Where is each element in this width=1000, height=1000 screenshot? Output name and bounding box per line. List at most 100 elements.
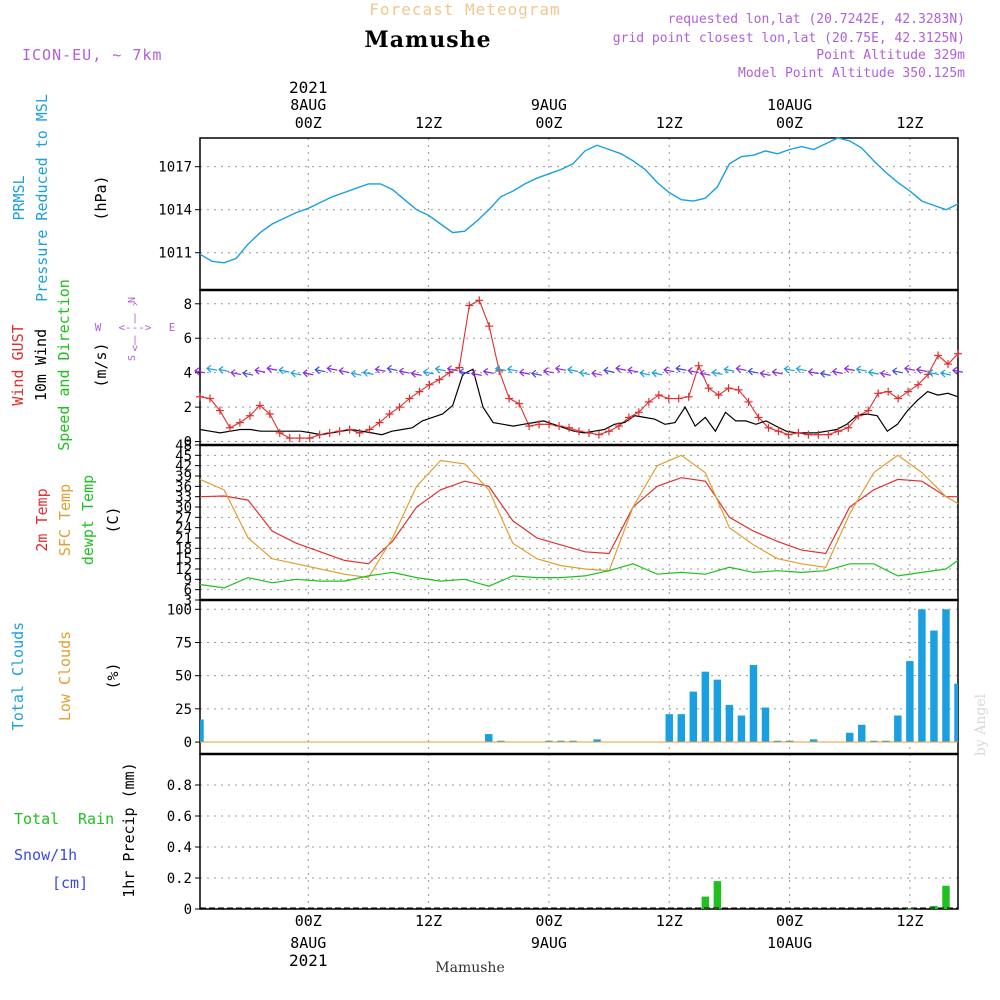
gust-marker xyxy=(834,427,843,436)
gust-marker xyxy=(894,394,903,403)
wind-direction-arrow xyxy=(735,364,747,373)
wind-axis-label: Wind GUST xyxy=(9,324,27,405)
wind-direction-arrow xyxy=(302,369,314,378)
requested-coords: requested lon,lat (20.7242E, 42.3283N) xyxy=(668,12,965,27)
gust-marker xyxy=(385,410,394,418)
wind-direction-arrow xyxy=(663,366,675,375)
gust-marker xyxy=(694,361,703,370)
wind-direction-arrow xyxy=(278,366,290,375)
temp-ytick-label: 33 xyxy=(175,490,192,506)
wind-direction-arrow xyxy=(699,369,711,378)
gust-marker xyxy=(784,430,793,439)
precip-rain-label: Rain xyxy=(78,810,114,828)
clouds-panel: 0 25 50 75 100 xyxy=(167,599,959,755)
footer-station: Mamushe xyxy=(435,960,504,976)
bottom-time-label: 12Z xyxy=(415,912,442,930)
top-time-label: 12Z xyxy=(896,114,923,132)
wind-direction-arrow xyxy=(374,365,386,374)
total-clouds-bar xyxy=(918,609,926,743)
total-clouds-bar xyxy=(200,719,204,743)
total-clouds-bar xyxy=(845,732,854,743)
station-title: Mamushe xyxy=(364,27,491,53)
compass-arrows-h: <---> xyxy=(118,321,151,334)
bottom-date-label: 10AUG xyxy=(767,934,812,952)
wind-direction-arrow xyxy=(422,368,434,377)
credit-label: by Angel xyxy=(973,693,989,756)
bottom-time-label: 00Z xyxy=(535,912,562,930)
total-clouds-bar xyxy=(665,714,673,743)
wind-direction-arrow xyxy=(555,364,567,373)
temp-ytick-label: 21 xyxy=(175,531,192,547)
gust-marker xyxy=(794,428,803,437)
gust-marker xyxy=(255,401,264,410)
wind-direction-arrow xyxy=(675,364,687,373)
rain-bar xyxy=(942,885,950,909)
wind-direction-arrow xyxy=(879,369,891,378)
rain-bar xyxy=(906,908,914,910)
wind-direction-arrow xyxy=(615,364,627,373)
gust-marker xyxy=(954,349,962,358)
total-clouds-bar xyxy=(677,714,685,743)
bottom-year-label: 2021 xyxy=(289,951,328,970)
wind-direction-arrow xyxy=(482,367,494,376)
temp-ytick-label: 27 xyxy=(175,510,192,526)
wind-direction-arrow xyxy=(446,365,458,374)
compass-caret-up: ^ xyxy=(132,302,138,313)
temp-dewpt-line xyxy=(199,559,959,589)
precip-ytick-label: 0.6 xyxy=(167,809,192,825)
wind-direction-arrow xyxy=(362,368,374,377)
wind-direction-arrow xyxy=(747,367,759,376)
clouds-ytick-label: 50 xyxy=(175,669,192,685)
top-time-label: 00Z xyxy=(535,114,562,132)
top-year-label: 2021 xyxy=(289,78,328,97)
precip-ytick-label: 0.8 xyxy=(167,778,192,794)
wind-direction-arrow xyxy=(723,365,735,374)
bottom-date-label: 9AUG xyxy=(531,934,567,952)
gust-marker xyxy=(415,387,424,396)
gust-marker xyxy=(734,385,743,394)
total-clouds-bar xyxy=(557,740,565,743)
wind-direction-arrow xyxy=(266,364,278,373)
wind-direction-arrow xyxy=(639,369,651,378)
total-clouds-bar xyxy=(942,609,950,743)
gust-marker xyxy=(465,301,474,310)
gust-marker xyxy=(824,430,833,439)
gust-marker xyxy=(565,423,574,432)
wind-direction-arrow xyxy=(903,364,915,373)
compass-e: E xyxy=(169,321,176,334)
temp-axis-label: 2m Temp xyxy=(33,488,51,551)
wind-direction-arrow xyxy=(386,364,398,373)
gust-marker xyxy=(265,410,274,418)
gust-marker xyxy=(904,387,913,396)
gust-marker xyxy=(724,384,733,393)
total-clouds-bar xyxy=(749,665,758,743)
wind-direction-arrow xyxy=(242,369,254,378)
precip-ytick-label: 0.2 xyxy=(167,871,192,887)
top-date-label: 9AUG xyxy=(531,96,567,114)
wind-direction-arrow xyxy=(579,369,591,378)
product-title: Forecast Meteogram xyxy=(369,0,560,19)
wind-ytick-label: 8 xyxy=(184,297,192,313)
precip-total-label: Total xyxy=(14,810,59,828)
wind-direction-arrow xyxy=(218,365,230,374)
total-clouds-bar xyxy=(954,683,958,743)
gust-marker xyxy=(594,430,603,439)
bottom-date-label: 8AUG xyxy=(290,934,326,952)
temp-ytick-label: 15 xyxy=(175,552,192,568)
compass-caret-down: v xyxy=(132,343,138,354)
bottom-time-label: 12Z xyxy=(896,912,923,930)
gust-marker xyxy=(375,418,384,427)
wind-direction-arrow xyxy=(843,365,855,373)
temp-ytick-label: 24 xyxy=(175,521,192,537)
bottom-time-label: 00Z xyxy=(295,912,322,930)
wind-direction-arrow xyxy=(819,369,831,378)
gust-marker xyxy=(604,427,613,436)
gust-marker xyxy=(774,427,783,436)
wind-ytick-label: 4 xyxy=(184,366,192,382)
temp-ytick-label: 48 xyxy=(175,438,192,454)
top-time-label: 00Z xyxy=(776,114,803,132)
gust-marker xyxy=(345,425,354,434)
gust-marker xyxy=(435,375,444,384)
compass-n: N xyxy=(127,297,138,303)
